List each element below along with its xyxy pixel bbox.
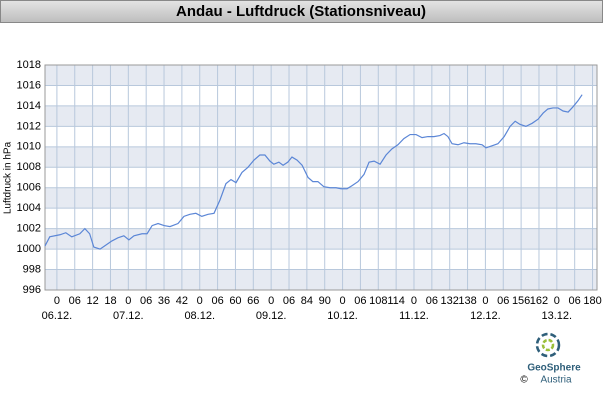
x-tick-label: 84 <box>301 295 313 307</box>
x-tick-label: 0 <box>54 295 60 307</box>
y-tick-label: 1004 <box>17 202 41 214</box>
y-tick-label: 1012 <box>17 120 41 132</box>
x-tick-label: 0 <box>554 295 560 307</box>
y-tick-label: 1000 <box>17 243 41 255</box>
x-tick-label: 06 <box>426 295 438 307</box>
x-tick-label: 18 <box>104 295 116 307</box>
x-tick-label: 0 <box>197 295 203 307</box>
y-tick-label: 1018 <box>17 59 41 71</box>
day-label: 13.12. <box>542 310 573 322</box>
y-tick-label: 998 <box>23 263 41 275</box>
x-tick-label: 162 <box>530 295 548 307</box>
y-tick-label: 1016 <box>17 79 41 91</box>
x-tick-label: 06 <box>354 295 366 307</box>
x-tick-label: 06 <box>69 295 81 307</box>
grid-band <box>45 187 597 209</box>
day-label: 07.12. <box>113 310 144 322</box>
day-label: 08.12. <box>184 310 215 322</box>
x-tick-label: 132 <box>441 295 459 307</box>
logo-name: GeoSphere <box>527 363 581 374</box>
x-tick-label: 138 <box>458 295 476 307</box>
day-label: 12.12. <box>470 310 501 322</box>
day-label: 10.12. <box>327 310 358 322</box>
y-tick-label: 1010 <box>17 141 41 153</box>
x-tick-label: 90 <box>319 295 331 307</box>
x-tick-label: 66 <box>247 295 259 307</box>
grid-band <box>45 269 597 290</box>
grid-band <box>45 105 597 127</box>
x-tick-label: 0 <box>125 295 131 307</box>
grid-band <box>45 65 597 86</box>
grid-band <box>45 146 597 168</box>
chart-title: Andau - Luftdruck (Stationsniveau) <box>176 3 426 20</box>
x-tick-label: 180 <box>583 295 601 307</box>
x-tick-label: 156 <box>512 295 530 307</box>
x-tick-label: 06 <box>140 295 152 307</box>
copyright: © <box>520 375 528 386</box>
logo-sub: Austria <box>540 375 572 386</box>
x-tick-label: 06 <box>497 295 509 307</box>
x-tick-label: 0 <box>340 295 346 307</box>
x-tick-label: 06 <box>211 295 223 307</box>
grid-band <box>45 228 597 250</box>
x-tick-label: 06 <box>283 295 295 307</box>
y-tick-label: 1006 <box>17 182 41 194</box>
y-tick-label: 1008 <box>17 161 41 173</box>
logo <box>535 332 561 358</box>
x-tick-label: 42 <box>176 295 188 307</box>
y-axis-label: Luftdruck in hPa <box>3 141 14 214</box>
y-tick-label: 1014 <box>17 100 41 112</box>
data-line <box>44 94 583 250</box>
x-tick-label: 0 <box>482 295 488 307</box>
day-label: 09.12. <box>256 310 287 322</box>
day-label: 06.12. <box>42 310 73 322</box>
x-tick-label: 12 <box>86 295 98 307</box>
x-tick-label: 0 <box>411 295 417 307</box>
day-label: 11.12. <box>399 310 429 322</box>
x-tick-label: 36 <box>158 295 170 307</box>
plot-frame <box>44 64 598 291</box>
x-tick-label: 0 <box>268 295 274 307</box>
x-tick-label: 06 <box>569 295 581 307</box>
x-tick-label: 114 <box>387 295 405 307</box>
y-tick-label: 1002 <box>17 223 41 235</box>
x-tick-label: 108 <box>369 295 387 307</box>
y-tick-label: 996 <box>23 284 41 296</box>
x-tick-label: 60 <box>229 295 241 307</box>
